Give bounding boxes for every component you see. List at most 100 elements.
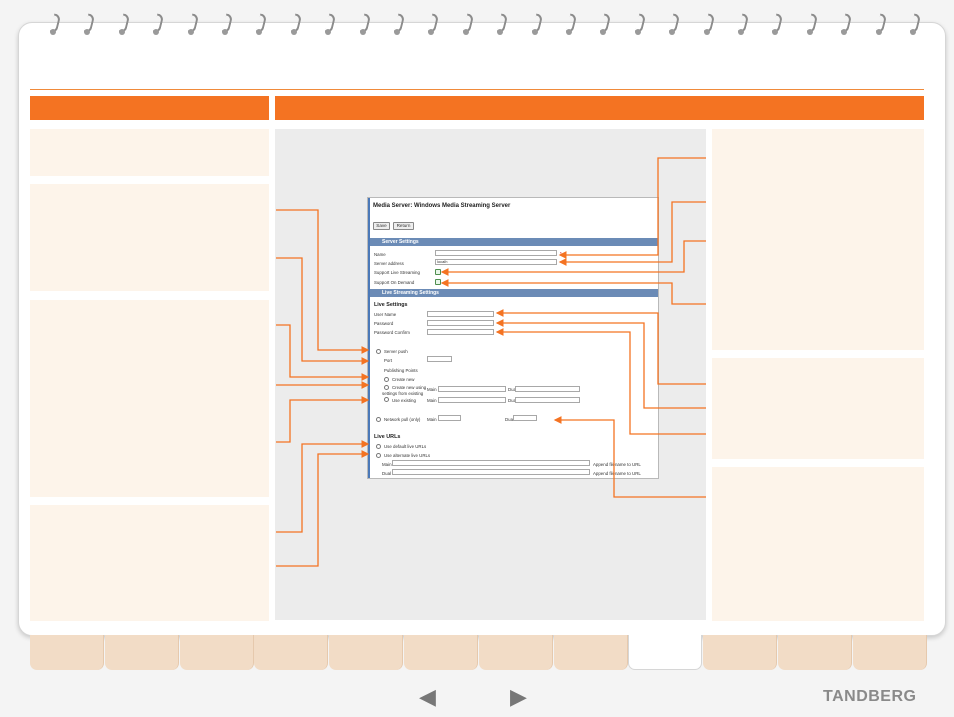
alternate-dual-url-input[interactable] bbox=[392, 469, 590, 475]
support-on-demand-checkbox[interactable] bbox=[435, 279, 441, 285]
left-note-box-3 bbox=[30, 300, 269, 497]
password-input[interactable] bbox=[427, 320, 494, 326]
chapter-tab[interactable] bbox=[778, 635, 852, 670]
binding-ring bbox=[290, 12, 303, 38]
alternate-urls-radio[interactable] bbox=[376, 453, 381, 458]
network-pull-radio[interactable] bbox=[376, 417, 381, 422]
create-new-label: Create new bbox=[392, 377, 415, 382]
callout-line bbox=[276, 257, 370, 365]
window-title: Media Server: Windows Media Streaming Se… bbox=[373, 203, 511, 209]
chapter-tab[interactable] bbox=[30, 635, 104, 670]
chapter-tab[interactable] bbox=[105, 635, 179, 670]
binding-ring bbox=[634, 12, 647, 38]
callout-line bbox=[495, 328, 706, 435]
binding-ring bbox=[152, 12, 165, 38]
settings-from-existing-label: settings from existing bbox=[382, 391, 424, 396]
callout-line bbox=[276, 209, 370, 354]
next-page-arrow[interactable]: ▶ bbox=[510, 684, 527, 709]
binding-ring bbox=[118, 12, 131, 38]
chapter-tab[interactable] bbox=[554, 635, 628, 670]
create-using-main-label: Main bbox=[427, 387, 437, 392]
server-address-input[interactable]: localh bbox=[435, 259, 557, 265]
binding-ring bbox=[771, 12, 784, 38]
chapter-tab-active[interactable] bbox=[628, 635, 702, 670]
create-new-radio[interactable] bbox=[384, 377, 389, 382]
callout-line bbox=[558, 157, 706, 259]
support-live-label: Support Live Streaming bbox=[374, 270, 420, 275]
password-label: Password bbox=[374, 321, 394, 326]
alternate-dual-label: Dual bbox=[382, 471, 392, 476]
alternate-main-url-input[interactable] bbox=[392, 460, 590, 466]
previous-page-arrow[interactable]: ◀ bbox=[419, 684, 436, 709]
binding-ring bbox=[668, 12, 681, 38]
user-name-input[interactable] bbox=[427, 311, 494, 317]
binding-ring bbox=[737, 12, 750, 38]
left-column-header bbox=[30, 96, 269, 120]
use-existing-dual-label: Dual bbox=[508, 398, 518, 403]
create-new-using-radio[interactable] bbox=[384, 385, 389, 390]
port-input[interactable] bbox=[427, 356, 452, 362]
binding-ring bbox=[703, 12, 716, 38]
network-pull-dual-input[interactable] bbox=[513, 415, 537, 421]
create-using-main-input[interactable] bbox=[438, 386, 506, 392]
chapter-tab[interactable] bbox=[479, 635, 553, 670]
right-note-box-1 bbox=[712, 129, 924, 350]
publishing-points-label: Publishing Points bbox=[384, 368, 418, 373]
callout-line bbox=[440, 240, 706, 276]
chapter-tab[interactable] bbox=[703, 635, 777, 670]
binding-ring bbox=[840, 12, 853, 38]
default-urls-radio[interactable] bbox=[376, 444, 381, 449]
binding-ring bbox=[255, 12, 268, 38]
binding-ring bbox=[909, 12, 922, 38]
network-pull-dual-label: Dual bbox=[505, 417, 515, 422]
binding-ring bbox=[359, 12, 372, 38]
window-left-bar bbox=[368, 198, 370, 478]
callout-line bbox=[553, 416, 706, 498]
use-existing-radio[interactable] bbox=[384, 397, 389, 402]
use-existing-dual-input[interactable] bbox=[515, 397, 580, 403]
use-existing-main-label: Main bbox=[427, 398, 437, 403]
tandberg-logo: TANDBERG bbox=[823, 688, 917, 705]
chapter-tab[interactable] bbox=[180, 635, 254, 670]
media-server-window: Media Server: Windows Media Streaming Se… bbox=[367, 197, 659, 479]
password-confirm-input[interactable] bbox=[427, 329, 494, 335]
callout-line bbox=[276, 324, 370, 381]
left-note-box-2 bbox=[30, 184, 269, 291]
use-existing-main-input[interactable] bbox=[438, 397, 506, 403]
name-input[interactable] bbox=[435, 250, 557, 256]
live-streaming-header[interactable]: Live Streaming Settings bbox=[370, 289, 658, 297]
callout-line bbox=[440, 279, 706, 305]
binding-ring bbox=[462, 12, 475, 38]
support-on-demand-label: Support On Demand bbox=[374, 280, 415, 285]
callout-line bbox=[276, 440, 370, 533]
binding-ring bbox=[806, 12, 819, 38]
return-button[interactable]: Return bbox=[393, 222, 414, 230]
server-address-label: Server address bbox=[374, 261, 404, 266]
server-push-radio[interactable] bbox=[376, 349, 381, 354]
create-using-dual-input[interactable] bbox=[515, 386, 580, 392]
right-note-box-3 bbox=[712, 467, 924, 621]
live-settings-title: Live Settings bbox=[374, 302, 408, 308]
binding-ring bbox=[187, 12, 200, 38]
binding-ring bbox=[599, 12, 612, 38]
binding-ring bbox=[875, 12, 888, 38]
append-dual-label: Append filename to URL bbox=[593, 471, 641, 476]
support-live-checkbox[interactable] bbox=[435, 269, 441, 275]
chapter-tab[interactable] bbox=[853, 635, 927, 670]
alternate-urls-label: Use alternate live URLs bbox=[384, 453, 431, 458]
callout-line bbox=[276, 396, 370, 443]
binding-ring bbox=[393, 12, 406, 38]
chapter-tab[interactable] bbox=[329, 635, 403, 670]
user-name-label: User Name bbox=[374, 312, 397, 317]
binding-ring bbox=[324, 12, 337, 38]
server-settings-header[interactable]: Server Settings bbox=[370, 238, 658, 246]
chapter-tab[interactable] bbox=[254, 635, 328, 670]
network-pull-main-input[interactable] bbox=[438, 415, 461, 421]
binding-ring bbox=[496, 12, 509, 38]
chapter-tab[interactable] bbox=[404, 635, 478, 670]
header-rule bbox=[30, 89, 924, 90]
save-button[interactable]: Save bbox=[373, 222, 390, 230]
network-pull-main-label: Main bbox=[427, 417, 437, 422]
server-push-label: Server push bbox=[384, 349, 408, 354]
